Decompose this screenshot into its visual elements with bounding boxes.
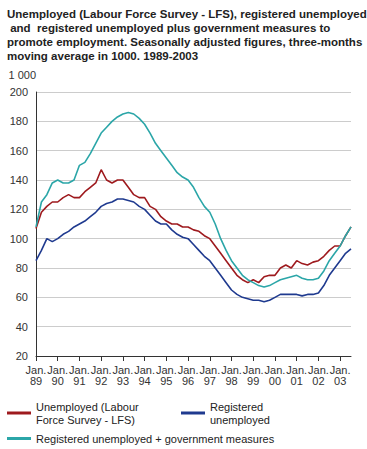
svg-text:Jan.: Jan.: [264, 363, 286, 376]
svg-text:Registered: Registered: [210, 401, 266, 413]
svg-text:180: 180: [10, 115, 28, 127]
svg-text:100: 100: [10, 233, 28, 245]
svg-text:promote employment. Seasonally: promote employment. Seasonally adjusted …: [7, 36, 366, 48]
svg-text:200: 200: [10, 86, 28, 98]
svg-text:02: 02: [312, 375, 324, 387]
svg-text:92: 92: [95, 375, 107, 387]
svg-text:Jan.: Jan.: [221, 363, 242, 376]
svg-text:97: 97: [204, 375, 216, 387]
svg-text:98: 98: [225, 375, 237, 387]
svg-text:Jan.: Jan.: [199, 363, 221, 376]
svg-text:120: 120: [10, 203, 28, 215]
svg-text:Jan.: Jan.: [308, 363, 329, 376]
svg-text:00: 00: [269, 375, 281, 387]
svg-text:80: 80: [16, 262, 28, 274]
svg-text:Force Survey - LFS): Force Survey - LFS): [36, 414, 135, 426]
svg-text:Jan.: Jan.: [25, 363, 47, 376]
svg-text:160: 160: [10, 145, 28, 157]
svg-text:Jan.: Jan.: [112, 363, 134, 376]
svg-text:95: 95: [160, 375, 172, 387]
svg-text:unemployed: unemployed: [210, 414, 270, 426]
svg-text:93: 93: [117, 375, 129, 387]
svg-text:moving average in 1000. 1989-2: moving average in 1000. 1989-2003: [7, 50, 198, 62]
svg-text:Jan.: Jan.: [329, 363, 351, 376]
svg-text:89: 89: [30, 375, 42, 387]
svg-text:90: 90: [52, 375, 64, 387]
svg-text:Jan.: Jan.: [286, 363, 308, 376]
svg-text:Jan.: Jan.: [90, 363, 112, 376]
svg-text:96: 96: [182, 375, 194, 387]
svg-text:91: 91: [73, 375, 85, 387]
svg-text:1 000: 1 000: [8, 69, 36, 81]
svg-text:60: 60: [16, 291, 28, 303]
svg-text:140: 140: [10, 174, 28, 186]
svg-text:20: 20: [16, 350, 28, 362]
svg-text:Jan.: Jan.: [47, 363, 69, 376]
svg-text:99: 99: [247, 375, 259, 387]
svg-text:Jan.: Jan.: [242, 363, 264, 376]
svg-text:94: 94: [138, 375, 150, 387]
svg-text:Jan.: Jan.: [69, 363, 90, 376]
svg-text:Jan.: Jan.: [177, 363, 199, 376]
svg-text:40: 40: [16, 321, 28, 333]
svg-text:Jan.: Jan.: [155, 363, 177, 376]
svg-text:Unemployed (Labour Force Surve: Unemployed (Labour Force Survey - LFS), …: [7, 8, 367, 20]
svg-text:and registered unemployed plu: and registered unemployed plus governmen…: [7, 22, 334, 34]
svg-text:Registered unemployed + govern: Registered unemployed + government measu…: [36, 433, 275, 445]
svg-text:01: 01: [291, 375, 303, 387]
svg-text:03: 03: [334, 375, 346, 387]
svg-text:Unemployed (Labour: Unemployed (Labour: [36, 401, 142, 413]
svg-text:Jan.: Jan.: [134, 363, 155, 376]
